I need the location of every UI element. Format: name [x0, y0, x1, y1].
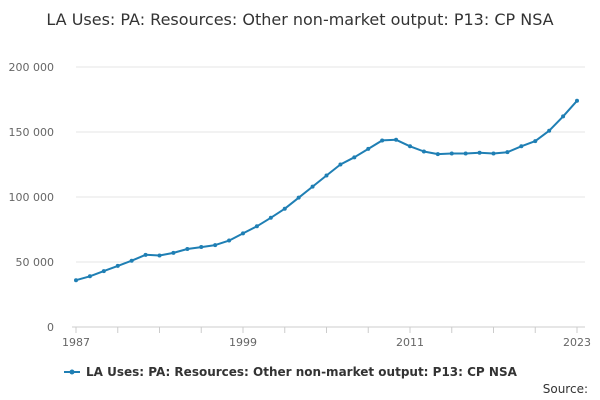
- data-point: [408, 144, 412, 149]
- x-tick-label: 2023: [563, 336, 591, 349]
- legend[interactable]: LA Uses: PA: Resources: Other non-market…: [64, 362, 517, 382]
- data-point: [477, 150, 482, 155]
- y-tick-label: 150 000: [9, 126, 55, 139]
- data-point: [115, 263, 120, 268]
- y-axis-tick-labels: 0 50 000 100 000 150 000 200 000: [9, 61, 55, 334]
- data-point: [185, 247, 190, 251]
- data-point: [324, 173, 329, 178]
- y-tick-label: 0: [47, 321, 54, 334]
- data-point: [74, 278, 78, 283]
- data-point: [171, 250, 176, 255]
- y-tick-label: 100 000: [9, 191, 55, 204]
- data-point: [87, 274, 92, 279]
- data-point: [505, 150, 510, 155]
- data-point: [519, 144, 524, 149]
- data-point: [449, 151, 454, 156]
- y-tick-label: 50 000: [16, 256, 55, 269]
- data-point: [366, 146, 371, 151]
- legend-label: LA Uses: PA: Resources: Other non-market…: [86, 365, 517, 379]
- legend-swatch: [64, 369, 80, 375]
- data-point: [101, 269, 106, 274]
- x-tick-label: 1987: [62, 336, 90, 349]
- data-point: [296, 195, 301, 200]
- data-point: [129, 258, 134, 263]
- data-point: [491, 151, 496, 156]
- data-point: [143, 252, 148, 257]
- x-axis: [72, 326, 585, 333]
- series-line: [75, 100, 578, 282]
- data-point: [157, 253, 162, 258]
- y-tick-label: 200 000: [9, 61, 55, 74]
- data-point: [561, 114, 566, 119]
- data-point: [282, 206, 287, 211]
- data-point: [338, 162, 343, 167]
- data-point: [310, 184, 315, 189]
- data-point: [227, 238, 232, 243]
- grid-lines: [76, 66, 585, 263]
- x-axis-tick-labels: 1987 1999 2011 2023: [62, 336, 591, 349]
- data-point: [254, 224, 259, 229]
- x-tick-label: 1999: [229, 336, 257, 349]
- series-layer: [74, 98, 579, 283]
- data-point: [213, 243, 218, 248]
- data-point: [421, 149, 426, 154]
- x-tick-label: 2011: [396, 336, 424, 349]
- data-point: [435, 152, 440, 157]
- data-point: [463, 151, 468, 156]
- data-point: [241, 231, 245, 236]
- data-point: [533, 139, 538, 144]
- chart-title: LA Uses: PA: Resources: Other non-market…: [46, 10, 554, 29]
- data-point: [547, 128, 552, 133]
- data-point: [380, 138, 385, 143]
- data-point: [575, 98, 579, 103]
- data-point: [199, 245, 204, 250]
- data-point: [352, 155, 357, 160]
- source-label: Source:: [542, 382, 588, 396]
- data-point: [268, 215, 273, 220]
- data-point: [394, 137, 399, 142]
